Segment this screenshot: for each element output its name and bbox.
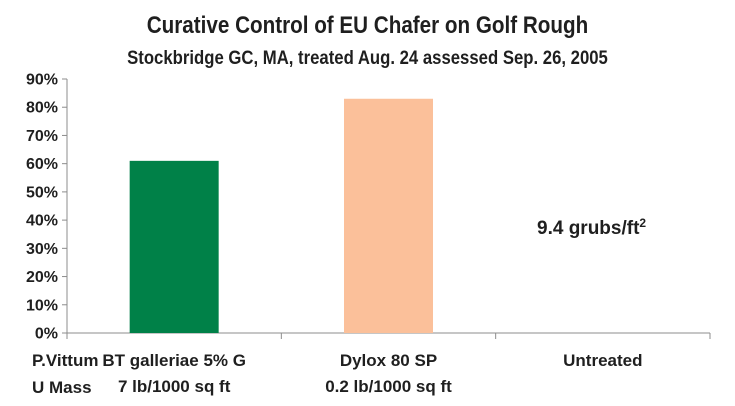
untreated-annotation: 9.4 grubs/ft2 <box>537 216 647 239</box>
bar <box>129 160 219 333</box>
category-label: Untreated <box>563 351 642 370</box>
institution-label: U Mass <box>32 378 92 397</box>
y-tick-label: 80% <box>26 100 58 117</box>
chart-subtitle: Stockbridge GC, MA, treated Aug. 24 asse… <box>127 48 608 69</box>
category-label: BT galleriae 5% G <box>102 351 246 370</box>
y-tick-label: 40% <box>26 213 58 230</box>
y-tick-label: 0% <box>35 326 58 343</box>
category-label: Dylox 80 SP <box>340 351 437 370</box>
y-tick-label: 10% <box>26 297 58 314</box>
y-tick-label: 50% <box>26 184 58 201</box>
author-label: P.Vittum <box>32 351 99 370</box>
category-label: 7 lb/1000 sq ft <box>118 377 231 396</box>
chart-title: Curative Control of EU Chafer on Golf Ro… <box>146 12 589 39</box>
y-tick-label: 20% <box>26 269 58 286</box>
y-tick-label: 30% <box>26 241 58 258</box>
category-label: 0.2 lb/1000 sq ft <box>325 377 452 396</box>
y-tick-label: 60% <box>26 156 58 173</box>
y-tick-label: 90% <box>26 72 58 89</box>
y-tick-label: 70% <box>26 128 58 145</box>
bar <box>344 98 433 333</box>
